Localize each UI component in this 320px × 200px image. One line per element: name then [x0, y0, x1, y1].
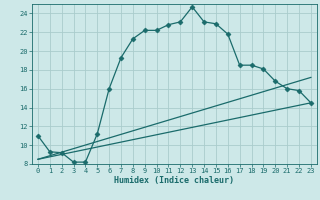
- X-axis label: Humidex (Indice chaleur): Humidex (Indice chaleur): [115, 176, 234, 185]
